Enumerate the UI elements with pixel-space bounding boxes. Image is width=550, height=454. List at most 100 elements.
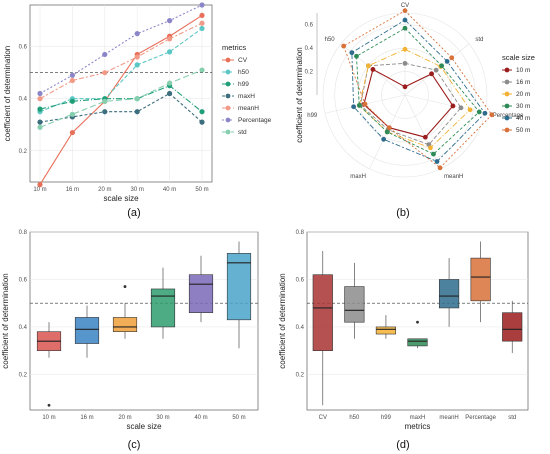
polar-point-40 m [381,136,387,142]
polar-series-40 m [351,19,486,163]
legend-key-point [225,129,231,135]
polar-point-16 m [402,60,408,66]
polar-point-50 m [386,125,392,131]
x-tick-label: 20 m [118,415,131,421]
y-tick-label: 0.4 [296,325,305,331]
polar-category-label: std [475,37,483,43]
outlier-point [416,320,419,324]
polar-point-30 m [476,109,482,115]
polar-point-16 m [433,67,439,73]
x-tick-label: 40 m [194,415,207,421]
series-line-std [39,69,203,128]
data-point-Percentage [102,51,108,58]
polar-point-50 m [449,55,455,61]
legend-label: CV [238,57,248,64]
y-tick-label: 0.6 [296,277,305,283]
box-std [502,312,523,342]
box-Percentage [470,257,491,302]
x-tick-label: 10 m [42,415,55,421]
data-point-maxH [102,109,108,115]
caption-c: (c) [128,439,141,451]
polar-series-16 m [359,62,462,146]
data-point-h99 [37,106,43,112]
polar-point-30 m [354,53,359,59]
data-point-CV [69,129,75,136]
legend-label: Percentage [238,117,272,124]
legend-key-point [504,91,510,97]
polar-point-30 m [439,63,445,69]
legend-label: h50 [238,69,249,76]
box-50 m [226,253,252,321]
box-meanH [438,279,460,309]
polar-point-10 m [370,67,376,72]
data-point-h50 [199,25,205,32]
polar-series-20 m [358,48,471,149]
polar-category-label: meanH [444,174,463,180]
y-tick-label: 0.8 [296,230,305,236]
data-point-maxH [199,119,205,125]
data-point-meanH [134,54,140,60]
polar-point-20 m [402,46,408,52]
x-axis-title: scale size [103,194,139,203]
data-point-maxH [37,119,43,125]
data-point-std [167,80,173,86]
data-point-CV [37,182,43,188]
series-line-meanH [39,22,203,100]
legend-label: 16 m [516,79,530,86]
polar-point-30 m [431,151,436,157]
x-tick-label: h99 [381,415,392,421]
polar-point-50 m [437,165,443,171]
r-tick-label: 0.6 [305,23,314,29]
y-tick-label: 0.8 [19,230,28,236]
x-tick-label: 40 m [163,187,176,193]
r-tick-label: 0.2 [305,70,314,76]
legend-key-point [225,105,231,111]
caption-b: (b) [396,207,409,219]
polar-point-20 m [428,145,433,151]
polar-series-50 m [343,10,493,169]
x-tick-label: 50 m [195,187,208,193]
y-axis-title: coefficient of determination [278,273,287,368]
panel-a-line-chart: 0.2 0.4 0.6 10 m 16 m 20 m 30 m 40 m 50 m scale s… [3,2,272,203]
polar-point-50 m [489,112,495,118]
data-point-meanH [167,36,173,42]
y-tick-label: 0.2 [296,372,305,378]
data-point-meanH [69,77,75,84]
polar-series-30 m [355,27,480,155]
legend-label: std [238,129,247,136]
outlier-point [47,403,51,407]
y-axis-title: coefficient of determination [295,47,304,142]
y-tick-label: 0.2 [19,149,28,155]
y-axis-title: coefficient of determination [1,273,10,368]
legend-key-point [225,57,231,63]
box-16 m [74,317,100,344]
legend-key-point [504,79,510,85]
plot-area [29,4,213,183]
legend-key-point [225,117,231,123]
polar-spoke [404,94,441,170]
polar-point-40 m [444,59,450,64]
y-tick-label: 0.4 [19,325,28,331]
y-tick-label: 0.6 [19,45,28,51]
legend-key-point [225,69,231,75]
polar-point-40 m [434,159,440,164]
data-point-std [199,67,205,73]
x-tick-label: 16 m [66,187,79,193]
polar-point-16 m [458,105,464,111]
x-tick-label: 50 m [232,415,245,421]
x-tick-label: 16 m [80,415,93,421]
data-point-Percentage [199,2,205,8]
x-axis-title: scale size [126,422,162,431]
data-point-meanH [199,20,205,26]
data-point-Percentage [134,31,140,37]
panel-d-box-plot: 0.2 0.4 0.6 0.8 CV h50 h99 maxH meanH Percentage s… [278,230,529,431]
polar-point-50 m [341,43,347,49]
series-line-h50 [39,27,203,113]
x-tick-label: 20 m [98,187,111,193]
legend-label: h99 [238,81,249,88]
box-20 m [112,317,138,332]
polar-point-30 m [384,129,390,135]
polar-point-10 m [429,71,434,77]
data-point-std [37,124,43,130]
